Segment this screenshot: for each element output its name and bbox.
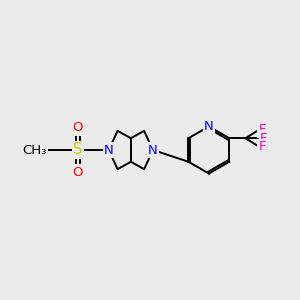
Text: N: N [148,143,158,157]
Text: F: F [259,124,266,136]
Text: N: N [104,143,114,157]
Text: O: O [73,166,83,178]
Text: F: F [259,140,266,153]
Text: S: S [73,142,83,158]
Text: CH₃: CH₃ [22,143,47,157]
Text: O: O [73,122,83,134]
Text: N: N [204,120,214,133]
Text: F: F [260,132,268,145]
